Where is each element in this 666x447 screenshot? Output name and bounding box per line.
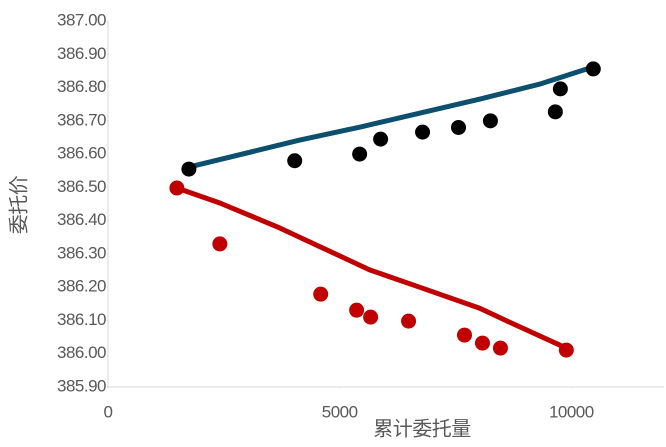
y-tick-label: 386.50: [57, 177, 106, 196]
y-tick-label: 387.00: [57, 10, 106, 29]
point: [492, 340, 508, 356]
point: [401, 313, 417, 329]
point: [349, 302, 365, 318]
y-tick-label: 386.00: [57, 343, 106, 362]
point: [169, 180, 185, 196]
y-tick-label: 386.60: [57, 144, 106, 163]
point: [456, 327, 472, 343]
point: [212, 236, 228, 252]
point: [585, 61, 601, 77]
x-tick-label: 5000: [322, 402, 358, 421]
point: [552, 81, 568, 97]
point: [363, 309, 379, 325]
x-tick-label: 10000: [549, 402, 594, 421]
x-tick-label: 0: [104, 402, 113, 421]
y-tick-label: 386.70: [57, 110, 106, 129]
point: [373, 131, 389, 147]
point: [352, 146, 368, 162]
point: [287, 153, 303, 169]
y-tick-label: 386.30: [57, 243, 106, 262]
y-tick-label: 386.10: [57, 310, 106, 329]
point: [415, 124, 431, 140]
y-tick-label: 386.80: [57, 77, 106, 96]
point: [474, 335, 490, 351]
point: [451, 119, 467, 135]
y-axis-title: 委托价: [7, 175, 30, 234]
y-tick-label: 386.40: [57, 210, 106, 229]
point: [181, 161, 197, 177]
trend-line: [176, 185, 568, 351]
point: [558, 342, 574, 358]
y-tick-label: 385.90: [57, 376, 106, 395]
point: [313, 286, 329, 302]
y-tick-label: 386.20: [57, 277, 106, 296]
trend-line: [188, 64, 595, 170]
y-tick-label: 386.90: [57, 44, 106, 63]
point: [482, 113, 498, 129]
x-axis-title: 累计委托量: [373, 417, 471, 440]
point: [547, 104, 563, 120]
